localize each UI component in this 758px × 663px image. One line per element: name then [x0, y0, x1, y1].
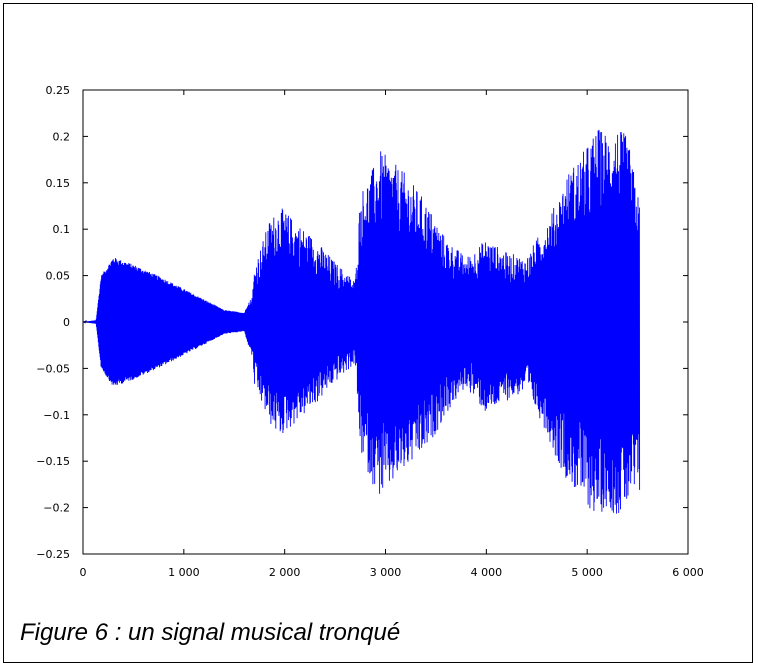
y-axis: −0.25 −0.2 −0.15 −0.1 −0.05 0 0.05 0.1 0.15 0.2 0.…: [36, 84, 688, 561]
y-tick-label: 0.15: [46, 177, 71, 190]
x-tick-label: 4 000: [471, 566, 503, 579]
figure-caption: Figure 6 : un signal musical tronqué: [20, 619, 401, 646]
x-tick-label: 6 000: [672, 566, 704, 579]
y-tick-label: 0: [63, 316, 70, 329]
x-tick-label: 3 000: [370, 566, 402, 579]
y-tick-label: −0.1: [43, 409, 70, 422]
x-tick-label: 5 000: [571, 566, 603, 579]
signal-layer: [82, 129, 641, 514]
y-tick-label: −0.2: [43, 502, 70, 515]
y-tick-label: −0.15: [36, 455, 70, 468]
y-tick-label: 0.1: [53, 223, 71, 236]
x-axis: 0 1 000 2 000 3 000 4 000 5 000 6 000: [80, 90, 704, 579]
y-tick-label: −0.05: [36, 362, 70, 375]
y-tick-label: 0.25: [46, 84, 71, 97]
x-tick-label: 1 000: [168, 566, 200, 579]
y-tick-label: 0.05: [46, 270, 71, 283]
y-tick-label: −0.25: [36, 548, 70, 561]
signal-series-line: [82, 129, 641, 514]
x-tick-label: 0: [80, 566, 87, 579]
y-tick-label: 0.2: [53, 130, 71, 143]
x-tick-label: 2 000: [269, 566, 301, 579]
